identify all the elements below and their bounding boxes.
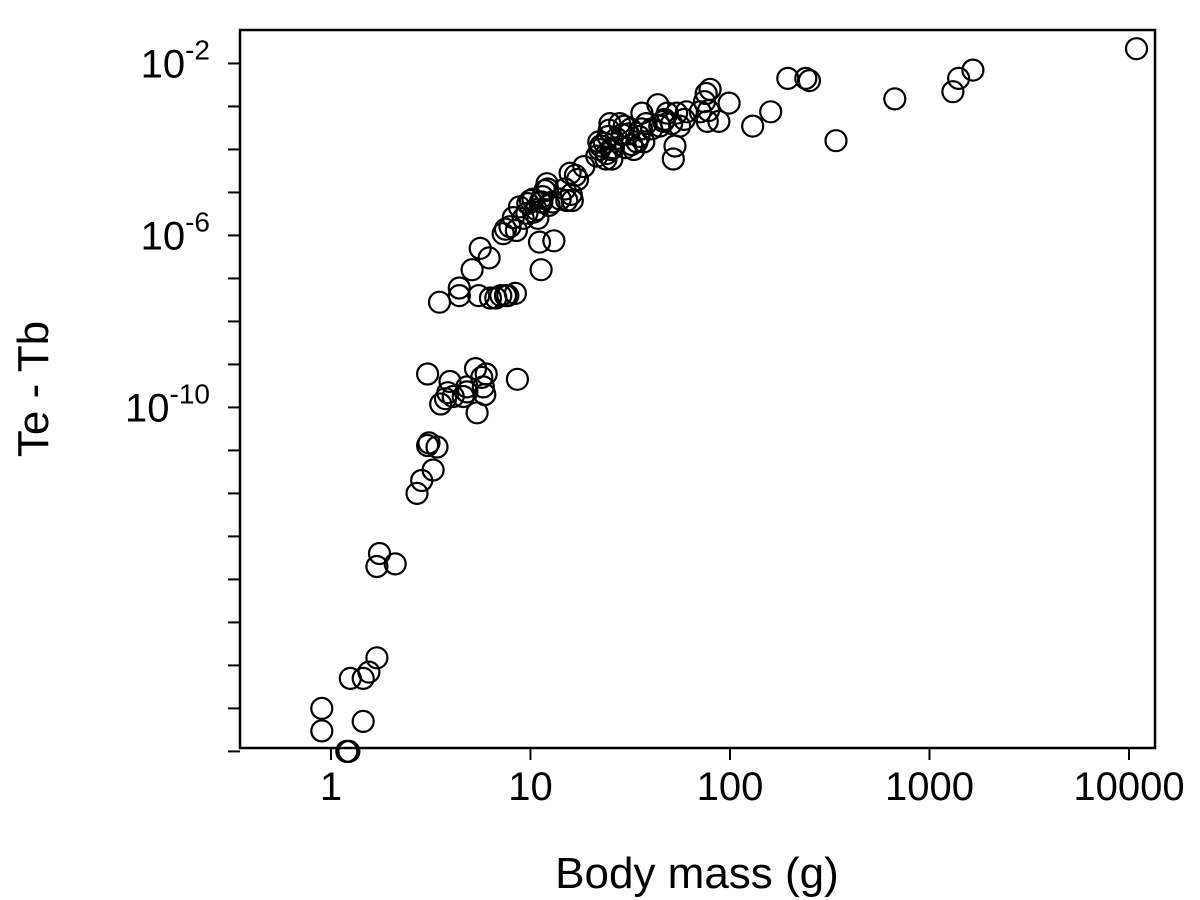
data-point: [460, 258, 484, 282]
data-point: [470, 365, 494, 389]
y-tick-label: 10-6: [141, 206, 210, 258]
data-point: [563, 163, 588, 187]
data-point: [447, 284, 471, 308]
x-tick-label: 10000: [1073, 765, 1184, 809]
data-point: [555, 188, 579, 213]
data-point: [425, 435, 449, 459]
data-point: [560, 188, 584, 213]
data-point: [498, 215, 522, 239]
data-point: [310, 696, 334, 721]
data-point: [447, 276, 471, 300]
data-point: [664, 101, 689, 125]
data-point: [572, 155, 596, 179]
data-point: [493, 217, 518, 241]
data-point: [1124, 37, 1149, 61]
data-points: [310, 37, 1149, 764]
x-axis-title: Body mass (g): [555, 849, 839, 898]
data-point: [537, 193, 561, 217]
data-point: [477, 246, 501, 270]
data-point: [741, 114, 765, 138]
x-tick-label: 1: [320, 765, 342, 809]
data-point: [527, 230, 552, 254]
x-axis: 1 10 100 1000 10000: [320, 748, 1185, 809]
data-point: [474, 362, 498, 386]
data-point: [542, 229, 566, 253]
data-point: [503, 281, 528, 305]
data-point: [674, 100, 699, 124]
data-point: [357, 660, 381, 684]
data-point: [698, 77, 722, 101]
data-point: [478, 286, 502, 310]
data-point: [694, 81, 718, 106]
data-point: [365, 554, 389, 579]
data-point: [668, 114, 692, 138]
data-point: [529, 258, 553, 282]
data-point: [634, 111, 658, 136]
data-point: [427, 290, 452, 314]
data-point: [351, 666, 375, 691]
data-point: [707, 109, 731, 134]
data-point: [794, 66, 818, 91]
data-point: [505, 367, 530, 391]
y-tick-label: 10-10: [125, 378, 210, 430]
data-point: [717, 91, 741, 115]
data-point: [367, 541, 392, 566]
plot-frame: [238, 28, 1157, 750]
data-point: [565, 167, 590, 192]
x-tick-label: 1000: [885, 765, 974, 809]
data-point: [416, 362, 440, 386]
data-point: [661, 147, 685, 171]
data-point: [663, 134, 687, 158]
data-point: [632, 130, 656, 154]
data-point: [941, 80, 965, 104]
y-axis: 10-2 10-6 10-10: [125, 34, 240, 753]
x-tick-label: 100: [697, 765, 764, 809]
data-point: [629, 117, 654, 141]
data-point: [797, 68, 822, 93]
data-point: [961, 58, 985, 82]
data-point: [337, 739, 361, 764]
data-point: [759, 100, 783, 124]
x-tick-label: 10: [508, 765, 553, 809]
data-point: [405, 481, 429, 505]
y-tick-label: 10-2: [141, 34, 210, 86]
data-point: [471, 375, 495, 399]
data-point: [438, 369, 462, 394]
data-point: [351, 709, 375, 734]
data-point: [946, 66, 971, 91]
data-point: [695, 109, 719, 134]
data-point: [655, 101, 679, 125]
data-point: [504, 218, 529, 243]
y-axis-title: Te - Tb: [9, 321, 58, 457]
data-point: [383, 552, 407, 576]
data-point: [883, 87, 907, 111]
data-point: [310, 719, 334, 743]
data-point: [365, 646, 389, 670]
data-point: [824, 129, 848, 153]
data-point: [429, 392, 453, 416]
data-point: [421, 458, 445, 482]
data-point: [455, 380, 479, 404]
